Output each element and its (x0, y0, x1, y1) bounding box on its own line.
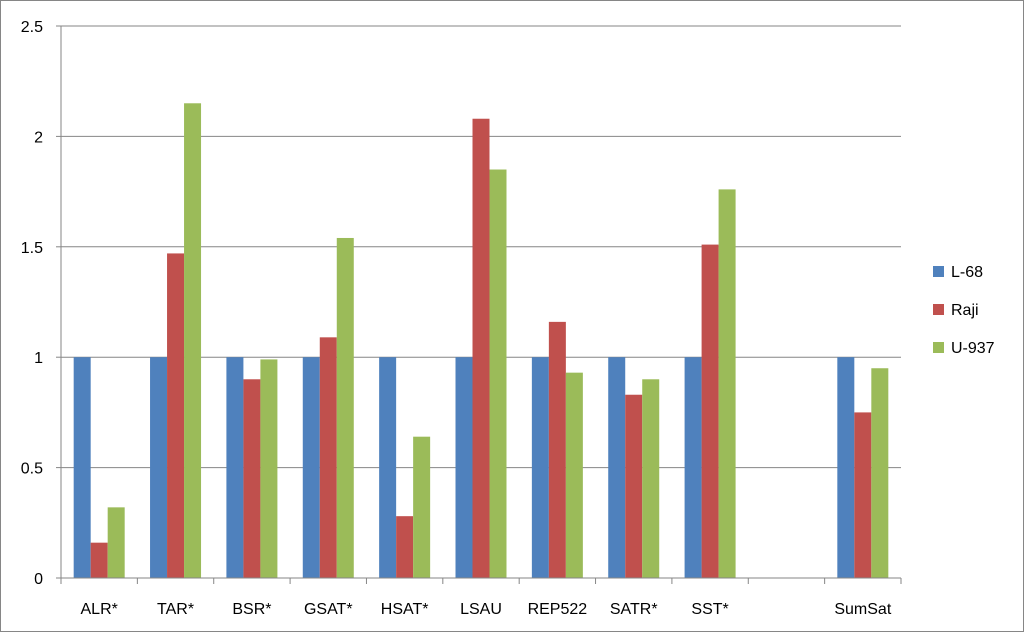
x-tick-labels: ALR* TAR* BSR* GSAT* HSAT* LSAU REP522 SATR* SST… (81, 601, 892, 618)
bar (701, 244, 719, 579)
x-tick-label: BSR* (232, 601, 271, 618)
bar (184, 103, 202, 578)
y-tick-labels: 0 0.5 1 1.5 2 2.5 (21, 19, 43, 588)
legend-swatch (933, 342, 944, 353)
bar (625, 394, 643, 578)
bar (565, 372, 583, 578)
x-tick-label: TAR* (157, 601, 194, 618)
y-tick-label: 2.5 (21, 19, 43, 36)
bar (243, 379, 261, 578)
x-tick-label: SumSat (834, 601, 891, 618)
bar (226, 357, 244, 578)
bar (548, 321, 566, 578)
x-tick-label: HSAT* (381, 601, 429, 618)
bar (167, 253, 185, 578)
y-tick-label: 0.5 (21, 461, 43, 478)
bar (472, 118, 490, 579)
legend: L-68 Raji U-937 (933, 264, 995, 357)
bar (489, 169, 507, 578)
y-tick-label: 1 (34, 350, 43, 367)
bar (455, 357, 473, 578)
y-tick-label: 1.5 (21, 240, 43, 257)
bar (531, 357, 549, 578)
bar (379, 357, 397, 578)
bar (90, 542, 108, 578)
bar (642, 379, 660, 578)
bar (319, 337, 337, 578)
x-tick-label: ALR* (81, 601, 118, 618)
x-tick-label: SST* (691, 601, 728, 618)
bar (684, 357, 702, 578)
x-tick-label: REP522 (528, 601, 588, 618)
legend-label: U-937 (951, 340, 995, 357)
bar (150, 357, 168, 578)
y-tick-label: 2 (34, 129, 43, 146)
bar (396, 516, 414, 578)
bar (837, 357, 855, 578)
y-tick-label: 0 (34, 571, 43, 588)
legend-label: L-68 (951, 264, 983, 281)
bar (871, 368, 889, 578)
x-tick-label: GSAT* (304, 601, 353, 618)
bar (302, 357, 320, 578)
bar (413, 436, 431, 578)
legend-swatch (933, 266, 944, 277)
bar (336, 237, 354, 578)
bar (260, 359, 278, 578)
bar (718, 189, 736, 578)
bars (73, 103, 889, 579)
x-tick-label: SATR* (610, 601, 658, 618)
legend-label: Raji (951, 302, 979, 319)
x-tick-label: LSAU (460, 601, 502, 618)
bar (608, 357, 626, 578)
legend-swatch (933, 304, 944, 315)
axes (56, 25, 902, 584)
bar (107, 507, 125, 578)
bar (73, 357, 91, 578)
bar (854, 412, 872, 578)
